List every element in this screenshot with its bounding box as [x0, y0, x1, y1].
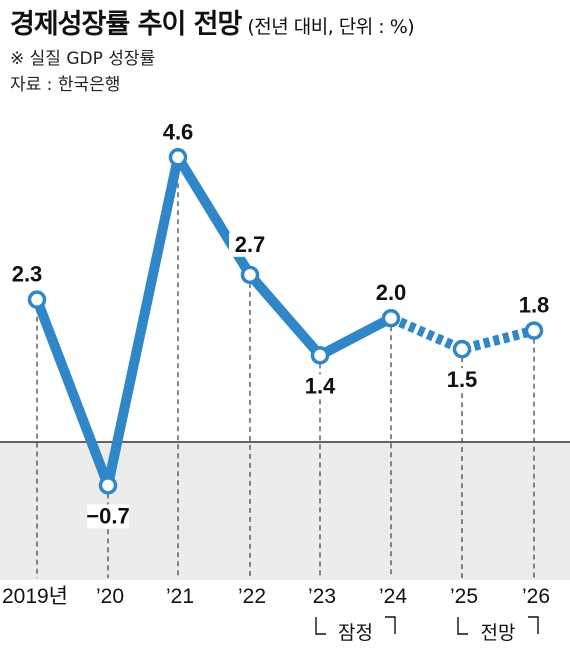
value-label-background [441, 368, 483, 393]
x-tick-label: ’23 [308, 585, 336, 608]
data-point [98, 476, 118, 495]
value-label-background [157, 120, 199, 145]
value-label-background [513, 293, 555, 318]
value-label: 2.0 [376, 280, 407, 305]
data-point [524, 321, 544, 340]
value-label: 1.8 [519, 293, 550, 318]
title-row: 경제성장률 추이 전망 (전년 대비, 단위 : %) [10, 2, 415, 41]
value-label-background [87, 504, 129, 529]
x-tick-label: ’21 [166, 585, 194, 608]
chart-subtitle: (전년 대비, 단위 : %) [247, 16, 415, 38]
value-label: 2.7 [235, 232, 266, 257]
value-label: −0.7 [86, 503, 129, 528]
drop-lines [36, 165, 535, 578]
bracket-label: 잠정 [338, 622, 373, 644]
value-labels: 2.3 −0.7 4.6 2.7 1.4 2.0 1.5 1.8 [6, 119, 555, 528]
value-label-background [6, 262, 48, 287]
x-tick-label: ’26 [522, 585, 550, 608]
data-point [240, 265, 260, 285]
bracket-left [315, 617, 326, 635]
data-point [381, 308, 401, 328]
chart-note: ※ 실질 GDP 성장률 [10, 49, 156, 69]
data-points [27, 148, 544, 495]
data-point [452, 339, 472, 359]
x-tick-label: ’25 [450, 585, 478, 608]
forecast-series-line [389, 313, 536, 355]
chart-title: 경제성장률 추이 전망 [10, 9, 242, 40]
x-tick-label: ’22 [238, 585, 266, 608]
data-point [310, 346, 330, 365]
bracket-left [457, 617, 468, 635]
x-tick-label: ’24 [379, 585, 407, 608]
value-label: 4.6 [163, 119, 194, 144]
data-point [27, 290, 47, 309]
bracket-right [385, 616, 396, 634]
value-label-background [229, 232, 271, 257]
series-lines [32, 152, 536, 491]
bracket-right [528, 616, 539, 634]
value-label-background [370, 281, 412, 306]
value-label: 1.4 [305, 373, 336, 398]
value-label-background [299, 374, 341, 399]
chart-source: 자료 : 한국은행 [10, 75, 121, 95]
period-brackets: 잠정 전망 [315, 616, 539, 644]
value-label: 1.5 [447, 367, 478, 392]
x-tick-label: ’20 [96, 585, 124, 608]
value-label: 2.3 [12, 262, 43, 287]
bracket-label: 전망 [481, 622, 516, 644]
x-tick-labels: 2019년 ’20 ’21 ’22 ’23 ’24 ’25 ’26 [2, 585, 550, 608]
x-tick-label: 2019년 [2, 585, 68, 608]
actual-series-line [32, 152, 396, 491]
data-point [168, 148, 188, 167]
